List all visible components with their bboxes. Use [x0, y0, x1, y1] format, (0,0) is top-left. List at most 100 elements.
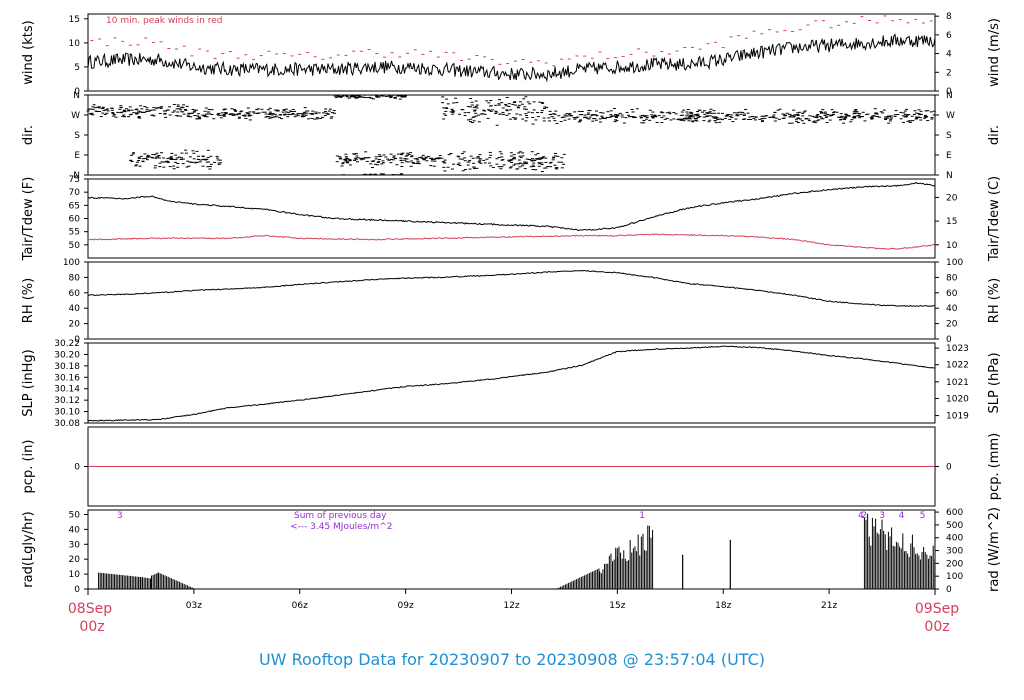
x-tick-label: 18z [715, 601, 731, 611]
left-tick-label: 20 [69, 555, 81, 565]
right-tick-label: 600 [946, 508, 963, 518]
x-tick-label: 09z [398, 601, 414, 611]
panel-frame [87, 13, 936, 92]
right-tick-label: 20 [946, 320, 958, 330]
left-tick-label: 30.12 [54, 396, 80, 406]
panel-wind: wind (kts) 0 5 10 15 wind (m/s) 0 2 4 6 8 10 min. p… [21, 12, 1002, 97]
x-tick-label: 03z [186, 601, 202, 611]
right-tick-label: 500 [946, 521, 963, 531]
right-axis-label: SLP (hPa) [987, 352, 1002, 413]
x-tick-label: 12z [503, 601, 519, 611]
right-axis-label: pcp. (mm) [987, 433, 1002, 500]
x-tick-label: 15z [609, 601, 625, 611]
right-axis-label: Tair/Tdew (C) [987, 176, 1002, 262]
left-tick-label: 10 [69, 39, 81, 49]
right-tick-label: 8 [946, 12, 952, 22]
daily-sum-value: <--- 3.45 MJoules/m^2 [290, 522, 392, 532]
left-tick-label: 30.16 [54, 373, 80, 383]
panel-pcp: pcp. (in) 0 pcp. (mm) 0 [21, 426, 1002, 507]
series-line [87, 233, 936, 250]
left-tick-label: S [74, 131, 80, 141]
left-tick-label: 75 [69, 175, 80, 185]
left-tick-label: 0 [74, 585, 80, 595]
x-start-date-label: 08Sep [68, 601, 112, 617]
right-tick-label: 400 [946, 534, 963, 544]
left-tick-label: 70 [69, 188, 81, 198]
right-tick-label: 200 [946, 559, 963, 569]
left-axis-label: rad(Lgly/hr) [21, 511, 36, 587]
right-tick-label: 1019 [946, 412, 969, 422]
left-tick-label: 40 [69, 304, 81, 314]
left-tick-label: 30.20 [54, 350, 80, 360]
right-tick-label: 1020 [946, 394, 969, 404]
left-tick-label: 80 [69, 273, 81, 283]
left-axis-label: pcp. (in) [21, 440, 36, 494]
left-axis-label: wind (kts) [21, 20, 36, 84]
x-start-hour-label: 00z [79, 619, 104, 635]
right-axis-label: dir. [987, 125, 1002, 145]
left-tick-label: 55 [69, 228, 80, 238]
peak-winds-note: 10 min. peak winds in red [106, 16, 223, 26]
left-tick-label: 10 [69, 570, 81, 580]
left-tick-label: 15 [69, 15, 80, 25]
right-tick-label: 40 [946, 304, 958, 314]
left-tick-label: 50 [69, 241, 81, 251]
daily-sum-note: Sum of previous day [294, 511, 387, 521]
panel-frame [87, 94, 936, 176]
right-tick-label: 100 [946, 572, 963, 582]
x-tick-label: 06z [292, 601, 308, 611]
right-tick-label: 100 [946, 258, 963, 268]
panel-frame [87, 342, 936, 424]
right-tick-label: 300 [946, 547, 963, 557]
x-end-hour-label: 00z [924, 619, 949, 635]
uv-index-marker: 3 [879, 511, 885, 521]
panel-frame [87, 178, 936, 259]
right-tick-label: 0 [946, 463, 952, 473]
left-tick-label: 30.10 [54, 408, 80, 418]
x-axis: 03z 06z 09z 12z 15z 18z 21z 08Sep 00z 09Sep 00z [68, 589, 959, 635]
right-tick-label: 0 [946, 585, 952, 595]
right-tick-label: N [946, 171, 953, 181]
left-tick-label: 0 [74, 463, 80, 473]
left-tick-label: 30 [69, 540, 81, 550]
right-axis-label: wind (m/s) [987, 18, 1002, 87]
left-tick-label: 30.22 [54, 339, 80, 349]
panel-frame [87, 509, 936, 590]
right-tick-label: 0 [946, 335, 952, 345]
left-tick-label: 60 [69, 289, 81, 299]
uv-index-marker: 5 [920, 511, 926, 521]
right-tick-label: N [946, 91, 953, 101]
series-line [87, 33, 936, 83]
uv-index-marker: 1 [639, 511, 645, 521]
left-tick-label: W [71, 111, 80, 121]
left-tick-label: 60 [69, 215, 81, 225]
panel-rh: RH (%) 0 20 40 60 80 100 RH (%) 0 20 40 60 80 100 [21, 258, 1002, 345]
right-tick-label: 6 [946, 31, 952, 41]
right-tick-label: 10 [946, 241, 958, 251]
right-axis-label: rad (W/m^2) [987, 507, 1002, 592]
left-axis-label: dir. [21, 125, 36, 145]
x-tick-label: 21z [821, 601, 837, 611]
panel-frame [87, 261, 936, 340]
right-tick-label: 0 [946, 87, 952, 97]
uv-index-marker: 4 [858, 511, 864, 521]
uv-index-marker: 2 [862, 511, 868, 521]
right-tick-label: 15 [946, 217, 957, 227]
left-tick-label: N [73, 171, 80, 181]
uv-index-marker: 3 [117, 511, 123, 521]
left-tick-label: 30.14 [54, 385, 80, 395]
left-tick-label: 30.08 [54, 419, 80, 429]
right-tick-label: 60 [946, 289, 958, 299]
panel-rad: rad(Lgly/hr) 0 10 20 30 40 50 rad (W/m^2) 0 100 20… [21, 507, 1002, 595]
right-axis-label: RH (%) [987, 278, 1002, 323]
uv-index-marker: 4 [899, 511, 905, 521]
left-tick-label: 40 [69, 525, 81, 535]
left-tick-label: 0 [74, 335, 80, 345]
left-tick-label: E [74, 151, 80, 161]
right-tick-label: 1022 [946, 361, 969, 371]
left-tick-label: 20 [69, 320, 81, 330]
right-tick-label: 80 [946, 273, 958, 283]
x-end-date-label: 09Sep [915, 601, 959, 617]
